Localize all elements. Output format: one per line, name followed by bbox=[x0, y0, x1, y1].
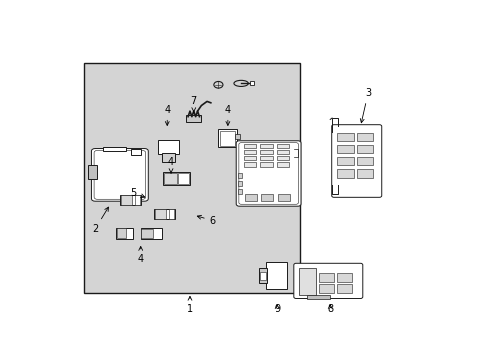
Text: 9: 9 bbox=[273, 304, 280, 314]
Bar bbox=[158, 140, 178, 154]
Bar bbox=[238, 181, 242, 186]
Bar bbox=[141, 228, 161, 239]
Text: 4: 4 bbox=[167, 157, 174, 173]
Bar bbox=[307, 294, 329, 299]
Bar bbox=[259, 272, 265, 280]
Bar bbox=[121, 195, 132, 205]
Bar bbox=[259, 268, 267, 283]
Bar bbox=[120, 195, 141, 205]
Bar bbox=[131, 149, 141, 156]
FancyBboxPatch shape bbox=[91, 149, 148, 201]
Bar bbox=[244, 144, 256, 148]
Text: 8: 8 bbox=[326, 304, 333, 314]
Bar bbox=[87, 165, 97, 179]
Text: 4: 4 bbox=[137, 247, 143, 264]
FancyBboxPatch shape bbox=[331, 125, 381, 197]
Text: 5: 5 bbox=[130, 188, 144, 198]
Bar bbox=[117, 228, 126, 238]
Text: 4: 4 bbox=[164, 105, 170, 125]
Bar bbox=[238, 173, 242, 177]
Bar bbox=[298, 268, 315, 294]
Bar bbox=[336, 284, 351, 293]
Bar bbox=[164, 173, 177, 184]
Bar bbox=[178, 173, 189, 184]
Bar bbox=[220, 131, 235, 146]
Bar bbox=[318, 273, 333, 282]
FancyBboxPatch shape bbox=[238, 143, 298, 204]
Bar bbox=[318, 284, 333, 293]
Text: 2: 2 bbox=[92, 207, 108, 234]
Bar bbox=[238, 189, 242, 194]
Bar bbox=[336, 133, 353, 141]
Text: 6: 6 bbox=[197, 215, 215, 226]
Bar bbox=[356, 169, 373, 177]
Bar bbox=[235, 134, 240, 139]
Bar bbox=[249, 81, 254, 85]
Bar bbox=[260, 150, 272, 154]
Bar bbox=[141, 229, 153, 238]
Bar bbox=[356, 145, 373, 153]
Bar bbox=[336, 145, 353, 153]
Bar bbox=[84, 63, 299, 293]
Bar bbox=[135, 195, 140, 205]
Bar bbox=[356, 133, 373, 141]
Bar bbox=[260, 156, 272, 161]
Bar bbox=[336, 157, 353, 166]
Bar bbox=[336, 273, 351, 282]
Bar bbox=[116, 228, 133, 239]
Text: 1: 1 bbox=[186, 296, 193, 314]
Bar bbox=[169, 209, 174, 219]
Bar bbox=[260, 144, 272, 148]
Bar bbox=[102, 147, 125, 151]
Bar bbox=[244, 162, 256, 167]
FancyBboxPatch shape bbox=[236, 141, 301, 206]
FancyBboxPatch shape bbox=[94, 150, 145, 199]
Text: 7: 7 bbox=[190, 96, 197, 112]
Bar bbox=[244, 194, 257, 201]
Bar bbox=[218, 129, 237, 147]
Bar bbox=[276, 162, 288, 167]
Bar bbox=[265, 262, 286, 288]
FancyBboxPatch shape bbox=[293, 263, 362, 298]
Bar bbox=[260, 162, 272, 167]
Bar bbox=[277, 194, 289, 201]
Bar bbox=[356, 157, 373, 166]
Bar bbox=[163, 172, 189, 185]
Bar bbox=[336, 169, 353, 177]
Text: 3: 3 bbox=[360, 88, 370, 123]
Bar bbox=[244, 156, 256, 161]
Bar bbox=[244, 150, 256, 154]
Bar bbox=[276, 150, 288, 154]
Bar bbox=[154, 209, 175, 219]
Text: 4: 4 bbox=[224, 105, 230, 125]
Bar bbox=[276, 156, 288, 161]
Bar bbox=[276, 144, 288, 148]
Bar bbox=[261, 194, 273, 201]
Bar bbox=[154, 209, 166, 219]
Bar bbox=[186, 115, 201, 122]
Bar bbox=[161, 153, 175, 162]
